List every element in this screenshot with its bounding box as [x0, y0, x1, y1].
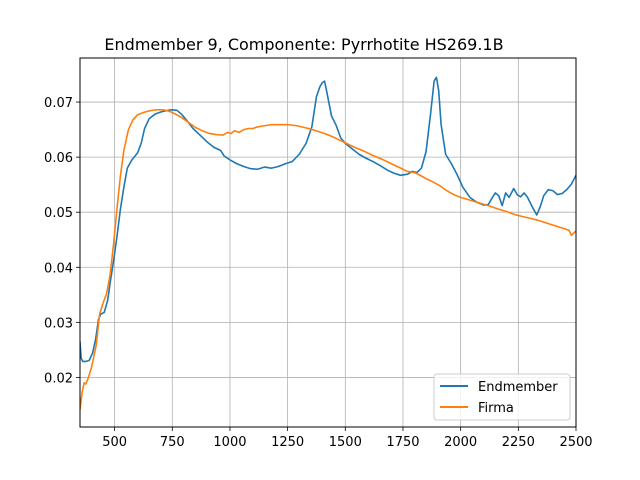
x-tick-label: 750 [160, 435, 185, 450]
legend-label-firma: Firma [478, 401, 514, 416]
plot-area [80, 76, 576, 411]
x-tick-label: 1750 [386, 435, 419, 450]
x-tick-label: 500 [102, 435, 127, 450]
x-tick-label: 1250 [271, 435, 304, 450]
legend: Endmember Firma [433, 373, 571, 421]
x-axis: 500 750 1000 1250 1500 1750 2000 2250 2500 [102, 427, 593, 450]
axes-frame [79, 57, 577, 428]
x-tick-label: 1000 [213, 435, 246, 450]
x-tick-label: 2500 [559, 435, 592, 450]
legend-label-endmember: Endmember [478, 380, 558, 395]
x-tick-label: 1500 [329, 435, 362, 450]
y-tick-label: 0.03 [44, 316, 73, 331]
x-tick-label: 2250 [502, 435, 535, 450]
x-tick-label: 2000 [444, 435, 477, 450]
y-tick-label: 0.04 [44, 261, 73, 276]
chart-title: Endmember 9, Componente: Pyrrhotite HS26… [104, 35, 503, 54]
series-layer [80, 76, 576, 411]
y-tick-label: 0.05 [44, 206, 73, 221]
y-axis: 0.02 0.03 0.04 0.05 0.06 0.07 [44, 96, 80, 386]
y-tick-label: 0.06 [44, 151, 73, 166]
y-tick-label: 0.07 [44, 96, 73, 111]
y-tick-label: 0.02 [44, 371, 73, 386]
series-line-endmember [80, 76, 576, 363]
series-line-firma [80, 108, 576, 411]
